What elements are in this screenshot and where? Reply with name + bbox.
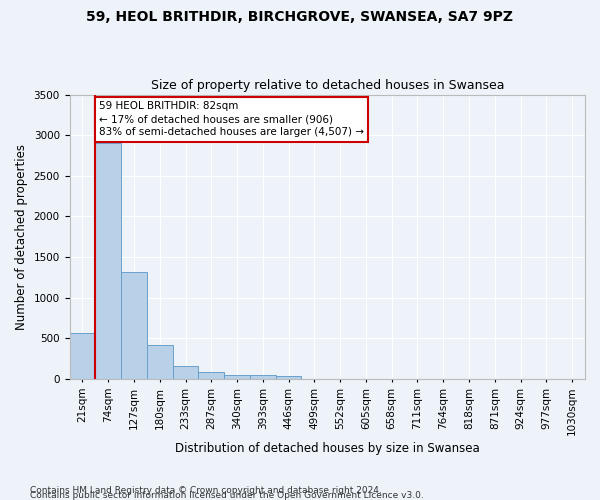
Text: Contains public sector information licensed under the Open Government Licence v3: Contains public sector information licen… <box>30 491 424 500</box>
Bar <box>250 376 276 379</box>
Text: 59 HEOL BRITHDIR: 82sqm
← 17% of detached houses are smaller (906)
83% of semi-d: 59 HEOL BRITHDIR: 82sqm ← 17% of detache… <box>99 101 364 138</box>
Bar <box>121 272 147 379</box>
Bar <box>147 345 173 379</box>
Y-axis label: Number of detached properties: Number of detached properties <box>15 144 28 330</box>
Bar <box>173 366 199 379</box>
X-axis label: Distribution of detached houses by size in Swansea: Distribution of detached houses by size … <box>175 442 479 455</box>
Bar <box>199 372 224 379</box>
Bar <box>276 376 301 379</box>
Text: Contains HM Land Registry data © Crown copyright and database right 2024.: Contains HM Land Registry data © Crown c… <box>30 486 382 495</box>
Text: 59, HEOL BRITHDIR, BIRCHGROVE, SWANSEA, SA7 9PZ: 59, HEOL BRITHDIR, BIRCHGROVE, SWANSEA, … <box>86 10 514 24</box>
Bar <box>224 375 250 379</box>
Title: Size of property relative to detached houses in Swansea: Size of property relative to detached ho… <box>151 79 504 92</box>
Bar <box>70 332 95 379</box>
Bar <box>95 144 121 379</box>
